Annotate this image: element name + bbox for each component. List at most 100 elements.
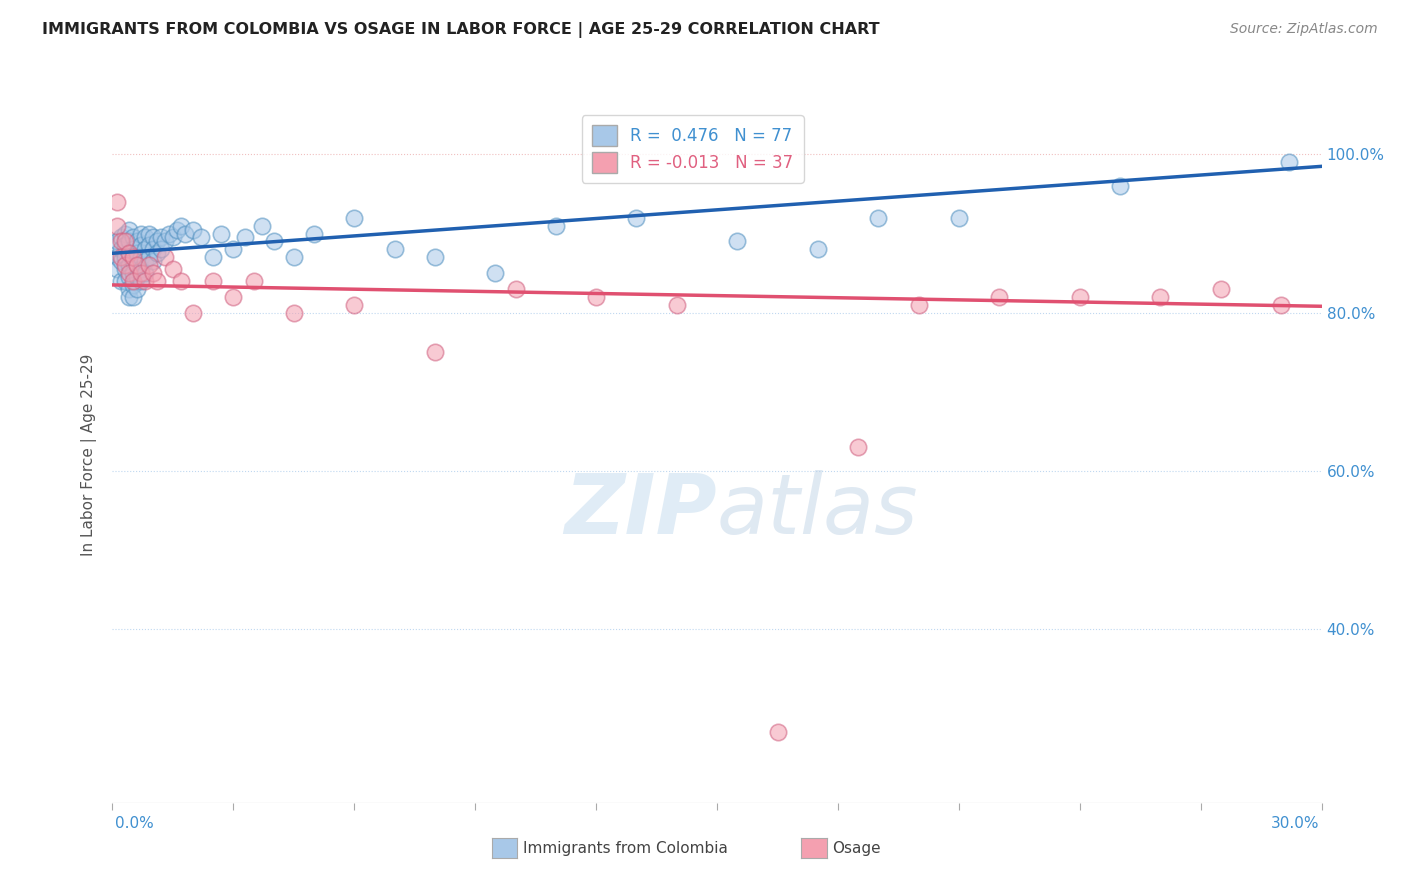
Point: [343, 211, 366, 225]
Point: [626, 211, 648, 225]
Point: [125, 282, 148, 296]
Point: [121, 277, 143, 292]
Point: [988, 290, 1011, 304]
Point: [585, 290, 607, 304]
Point: [146, 246, 169, 260]
Point: [242, 274, 264, 288]
Point: [134, 266, 156, 280]
Point: [343, 298, 366, 312]
Point: [105, 250, 128, 264]
Point: [484, 266, 506, 280]
Point: [129, 250, 152, 264]
Text: Osage: Osage: [832, 841, 882, 855]
Point: [117, 290, 139, 304]
Point: [190, 230, 212, 244]
Point: [181, 222, 204, 236]
Point: [121, 230, 143, 244]
Point: [665, 298, 688, 312]
Point: [868, 211, 890, 225]
Point: [129, 227, 152, 241]
Point: [153, 235, 176, 249]
Text: 0.0%: 0.0%: [115, 816, 155, 830]
Point: [105, 194, 128, 209]
Point: [138, 227, 160, 241]
Point: [1278, 155, 1301, 169]
Point: [166, 222, 188, 236]
Point: [153, 250, 176, 264]
Point: [114, 250, 136, 264]
Text: 30.0%: 30.0%: [1271, 816, 1319, 830]
Point: [807, 243, 830, 257]
Point: [202, 274, 225, 288]
Point: [121, 266, 143, 280]
Point: [114, 235, 136, 249]
Point: [117, 282, 139, 296]
Point: [110, 230, 132, 244]
Point: [105, 262, 128, 277]
Point: [129, 262, 152, 277]
Point: [202, 250, 225, 264]
Point: [250, 219, 273, 233]
Point: [129, 274, 152, 288]
Point: [114, 238, 136, 252]
Point: [105, 219, 128, 233]
Point: [283, 305, 305, 319]
Point: [110, 274, 132, 288]
Text: atlas: atlas: [717, 470, 918, 551]
Point: [134, 230, 156, 244]
Point: [142, 230, 165, 244]
Text: IMMIGRANTS FROM COLOMBIA VS OSAGE IN LABOR FORCE | AGE 25-29 CORRELATION CHART: IMMIGRANTS FROM COLOMBIA VS OSAGE IN LAB…: [42, 22, 880, 38]
Point: [235, 230, 257, 244]
Point: [125, 235, 148, 249]
Point: [117, 270, 139, 285]
Point: [121, 290, 143, 304]
Point: [1069, 290, 1091, 304]
Point: [121, 243, 143, 257]
Point: [142, 243, 165, 257]
Point: [423, 345, 446, 359]
Point: [283, 250, 305, 264]
Point: [142, 254, 165, 268]
Point: [117, 258, 139, 272]
Point: [114, 262, 136, 277]
Point: [146, 235, 169, 249]
Point: [117, 246, 139, 260]
Point: [117, 235, 139, 249]
Point: [544, 219, 567, 233]
Point: [505, 282, 527, 296]
Point: [138, 258, 160, 272]
Point: [170, 274, 193, 288]
Point: [302, 227, 325, 241]
Point: [1149, 290, 1171, 304]
Point: [263, 235, 285, 249]
Y-axis label: In Labor Force | Age 25-29: In Labor Force | Age 25-29: [80, 354, 97, 556]
Point: [181, 305, 204, 319]
Point: [114, 258, 136, 272]
Point: [146, 274, 169, 288]
Legend: R =  0.476   N = 77, R = -0.013   N = 37: R = 0.476 N = 77, R = -0.013 N = 37: [582, 115, 804, 183]
Point: [117, 266, 139, 280]
Point: [209, 227, 232, 241]
Point: [117, 246, 139, 260]
Point: [170, 219, 193, 233]
Point: [110, 250, 132, 264]
Point: [149, 230, 172, 244]
Point: [114, 227, 136, 241]
Point: [423, 250, 446, 264]
Point: [110, 243, 132, 257]
Point: [142, 266, 165, 280]
Text: ZIP: ZIP: [564, 470, 717, 551]
Point: [129, 238, 152, 252]
Point: [121, 254, 143, 268]
Point: [907, 298, 929, 312]
Text: Source: ZipAtlas.com: Source: ZipAtlas.com: [1230, 22, 1378, 37]
Point: [725, 235, 748, 249]
Point: [121, 250, 143, 264]
Point: [138, 238, 160, 252]
Point: [162, 262, 184, 277]
Point: [129, 266, 152, 280]
Point: [134, 254, 156, 268]
Point: [384, 243, 406, 257]
Point: [157, 227, 180, 241]
Point: [134, 274, 156, 288]
